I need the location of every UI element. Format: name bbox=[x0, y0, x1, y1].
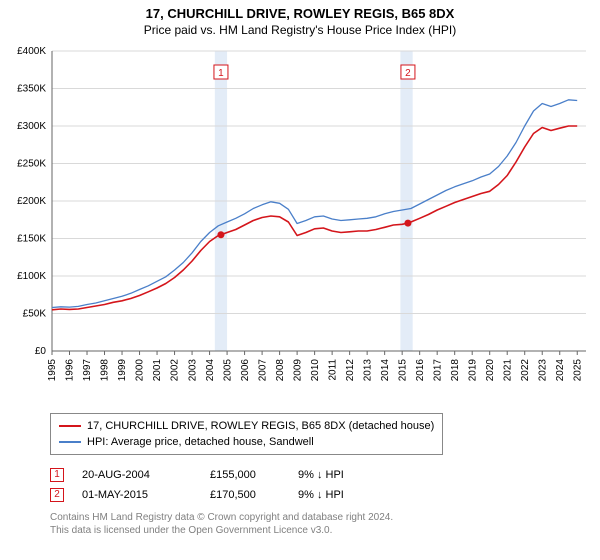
svg-text:2003: 2003 bbox=[187, 359, 198, 382]
svg-text:£100K: £100K bbox=[17, 271, 46, 282]
svg-text:£400K: £400K bbox=[17, 46, 46, 57]
sale-row: 1 20-AUG-2004 £155,000 9% ↓ HPI bbox=[50, 465, 592, 485]
svg-text:2019: 2019 bbox=[467, 359, 478, 382]
svg-text:£350K: £350K bbox=[17, 84, 46, 95]
svg-text:£250K: £250K bbox=[17, 159, 46, 170]
svg-text:2017: 2017 bbox=[432, 359, 443, 382]
sales-table: 1 20-AUG-2004 £155,000 9% ↓ HPI 2 01-MAY-2015… bbox=[50, 465, 592, 505]
svg-text:1999: 1999 bbox=[117, 359, 128, 382]
svg-text:2014: 2014 bbox=[380, 359, 391, 382]
svg-text:£300K: £300K bbox=[17, 121, 46, 132]
svg-text:2002: 2002 bbox=[170, 359, 181, 382]
svg-text:2007: 2007 bbox=[257, 359, 268, 382]
svg-text:2000: 2000 bbox=[135, 359, 146, 382]
legend-item: 17, CHURCHILL DRIVE, ROWLEY REGIS, B65 8… bbox=[59, 418, 434, 434]
svg-text:£150K: £150K bbox=[17, 234, 46, 245]
svg-text:2004: 2004 bbox=[205, 359, 216, 382]
chart-plot: £0 £50K £100K £150K £200K £250K £300K £350K £400… bbox=[8, 45, 592, 405]
svg-text:2010: 2010 bbox=[310, 359, 321, 382]
svg-text:2006: 2006 bbox=[240, 359, 251, 382]
svg-text:2025: 2025 bbox=[572, 359, 583, 382]
svg-text:2008: 2008 bbox=[275, 359, 286, 382]
chart-container: { "title": "17, CHURCHILL DRIVE, ROWLEY … bbox=[0, 0, 600, 545]
svg-text:2016: 2016 bbox=[415, 359, 426, 382]
svg-text:2005: 2005 bbox=[222, 359, 233, 382]
chart-subtitle: Price paid vs. HM Land Registry's House … bbox=[8, 23, 592, 37]
sale-price: £170,500 bbox=[210, 485, 280, 505]
footer-line2: This data is licensed under the Open Gov… bbox=[50, 524, 592, 537]
svg-text:2012: 2012 bbox=[345, 359, 356, 382]
svg-text:£0: £0 bbox=[35, 346, 47, 357]
svg-text:2009: 2009 bbox=[292, 359, 303, 382]
svg-text:1995: 1995 bbox=[47, 359, 58, 382]
svg-text:£50K: £50K bbox=[23, 309, 47, 320]
sale-date: 01-MAY-2015 bbox=[82, 485, 192, 505]
svg-text:2015: 2015 bbox=[397, 359, 408, 382]
svg-text:2024: 2024 bbox=[555, 359, 566, 382]
footer-line1: Contains HM Land Registry data © Crown c… bbox=[50, 511, 592, 524]
legend-label: 17, CHURCHILL DRIVE, ROWLEY REGIS, B65 8… bbox=[87, 418, 434, 434]
chart-title: 17, CHURCHILL DRIVE, ROWLEY REGIS, B65 8… bbox=[8, 6, 592, 21]
svg-text:£200K: £200K bbox=[17, 196, 46, 207]
sale-price: £155,000 bbox=[210, 465, 280, 485]
footer-attribution: Contains HM Land Registry data © Crown c… bbox=[50, 511, 592, 537]
svg-text:2018: 2018 bbox=[450, 359, 461, 382]
svg-text:1: 1 bbox=[218, 68, 224, 79]
svg-text:2001: 2001 bbox=[152, 359, 163, 382]
sale-marker: 1 bbox=[50, 468, 64, 482]
svg-text:2020: 2020 bbox=[485, 359, 496, 382]
svg-text:1997: 1997 bbox=[82, 359, 93, 382]
svg-text:2011: 2011 bbox=[327, 359, 338, 381]
svg-text:2: 2 bbox=[405, 68, 411, 79]
svg-text:2022: 2022 bbox=[520, 359, 531, 382]
sale-delta: 9% ↓ HPI bbox=[298, 465, 378, 485]
sale-row: 2 01-MAY-2015 £170,500 9% ↓ HPI bbox=[50, 485, 592, 505]
legend-swatch bbox=[59, 441, 81, 443]
sale-marker: 2 bbox=[50, 488, 64, 502]
svg-text:2021: 2021 bbox=[502, 359, 513, 382]
sale-delta: 9% ↓ HPI bbox=[298, 485, 378, 505]
chart-svg: £0 £50K £100K £150K £200K £250K £300K £350K £400… bbox=[8, 45, 592, 405]
legend-item: HPI: Average price, detached house, Sand… bbox=[59, 434, 434, 450]
svg-text:1998: 1998 bbox=[100, 359, 111, 382]
svg-text:1996: 1996 bbox=[65, 359, 76, 382]
sale-date: 20-AUG-2004 bbox=[82, 465, 192, 485]
svg-text:2013: 2013 bbox=[362, 359, 373, 382]
legend-label: HPI: Average price, detached house, Sand… bbox=[87, 434, 314, 450]
legend-swatch bbox=[59, 425, 81, 427]
legend: 17, CHURCHILL DRIVE, ROWLEY REGIS, B65 8… bbox=[50, 413, 443, 455]
svg-text:2023: 2023 bbox=[537, 359, 548, 382]
